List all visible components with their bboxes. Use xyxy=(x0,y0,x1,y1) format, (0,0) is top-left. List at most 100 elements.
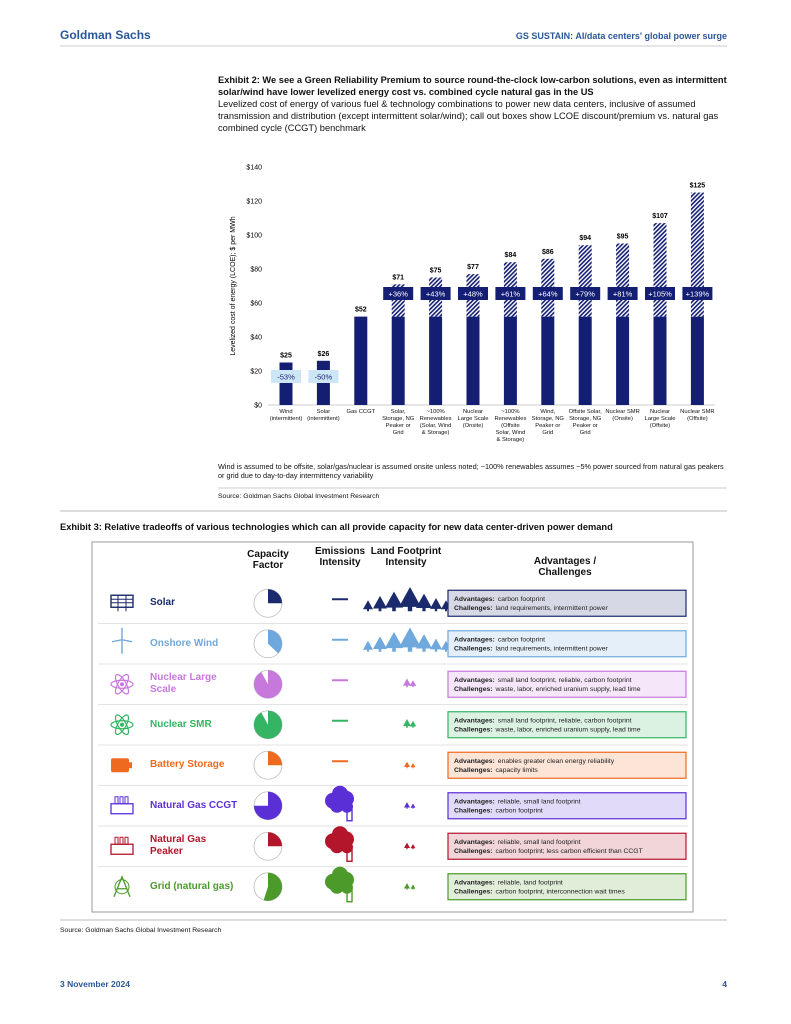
x-tick-label: ~100% Renewables (Offsite Solar, Wind & … xyxy=(494,409,527,443)
icon xyxy=(114,714,130,736)
callout-label: -50% xyxy=(315,373,333,382)
emissions-stack xyxy=(346,890,353,903)
x-tick-label: Offsite Solar, Storage, NG Peaker or Gri… xyxy=(568,409,602,436)
bar xyxy=(616,316,630,405)
exhibit-header: Exhibit 2: We see a Green Reliability Pr… xyxy=(218,74,728,134)
icon xyxy=(111,758,129,773)
bar xyxy=(503,316,517,405)
tradeoff-text: Advantages: reliable, land footprint xyxy=(454,879,563,886)
table-frame xyxy=(91,541,694,913)
callout-box xyxy=(495,287,526,300)
source: Source: Goldman Sachs Global Investment … xyxy=(218,493,380,500)
exhibit-subtitle: Levelized cost of energy of various fuel… xyxy=(218,99,719,133)
tradeoff-text: Advantages: enables greater clean energy … xyxy=(454,758,615,765)
callout-label: +139% xyxy=(686,290,710,299)
x-tick-label: Nuclear Large Scale (Onsite) xyxy=(457,409,489,429)
tree-icon xyxy=(430,638,442,652)
y-tick-label: $60 xyxy=(250,301,262,308)
value-label: $52 xyxy=(355,307,367,314)
callout-box xyxy=(458,287,488,300)
tree-icon xyxy=(363,600,373,612)
emissions-cloud xyxy=(332,866,348,883)
tree-icon xyxy=(403,678,411,688)
tradeoff-text: Challenges: waste, labor, enriched uraniu… xyxy=(454,686,641,693)
bar xyxy=(541,316,555,405)
callout-label: +105% xyxy=(648,290,672,299)
icon xyxy=(114,673,130,695)
callout-box xyxy=(308,370,339,383)
callout-label: -53% xyxy=(277,373,295,382)
x-tick-label: Solar (intermittent) xyxy=(307,409,340,422)
tradeoff-text: Challenges: land requirements, intermitte… xyxy=(454,645,608,652)
column-header: Emissions Intensity xyxy=(314,546,366,568)
tradeoff-text: Challenges: waste, labor, enriched uraniu… xyxy=(454,726,641,733)
row-name: Battery Storage xyxy=(150,759,225,771)
pie-wedge xyxy=(268,832,282,847)
tradeoff-label: Challenges: xyxy=(454,807,493,814)
tree-icon xyxy=(416,593,432,612)
tradeoff-detail: capacity limits xyxy=(496,767,539,774)
emissions-cloud xyxy=(330,798,344,813)
value-label: $125 xyxy=(690,183,706,190)
y-tick-label: $100 xyxy=(246,233,262,240)
column-header: Capacity Factor xyxy=(247,549,289,571)
tradeoff-label: Challenges: xyxy=(454,645,493,652)
tree-icon xyxy=(409,680,417,688)
bar xyxy=(578,316,592,405)
tradeoff-detail: carbon footprint xyxy=(496,807,543,814)
pie-wedge xyxy=(254,791,283,820)
tradeoff-label: Advantages: xyxy=(454,717,495,724)
page-number: 4 xyxy=(722,979,727,989)
y-tick-label: $0 xyxy=(254,403,262,410)
tradeoff-label: Challenges: xyxy=(454,605,493,612)
tradeoff-label: Challenges: xyxy=(454,888,493,895)
brand: Goldman Sachs xyxy=(60,28,151,42)
tradeoff-detail: land requirements, intermittent power xyxy=(496,605,609,612)
bar xyxy=(429,316,443,405)
tree-icon xyxy=(404,761,410,769)
value-label: $75 xyxy=(430,268,442,275)
icon xyxy=(110,803,134,815)
icon xyxy=(110,720,134,730)
emissions-cloud xyxy=(330,879,344,894)
tradeoff-label: Advantages: xyxy=(454,758,495,765)
tradeoff-label: Advantages: xyxy=(454,879,495,886)
tree-icon xyxy=(399,627,421,652)
column-header: Advantages / Challenges xyxy=(533,556,597,578)
y-tick-label: $20 xyxy=(250,369,262,376)
icon xyxy=(119,836,124,845)
row-name: Solar xyxy=(150,597,176,609)
emissions-stack xyxy=(346,849,353,862)
icon xyxy=(121,639,133,643)
pie-wedge xyxy=(253,710,282,739)
x-tick-label: Nuclear SMR (Offsite) xyxy=(680,409,715,422)
value-label: $77 xyxy=(467,264,479,271)
tradeoff-text: Advantages: carbon footprint xyxy=(454,636,545,643)
callout-box xyxy=(271,370,301,383)
tree-icon xyxy=(385,591,403,612)
bar-premium xyxy=(653,223,667,317)
tree-icon xyxy=(404,842,410,850)
tradeoff-box xyxy=(447,670,687,698)
icon xyxy=(114,836,119,845)
tree-icon xyxy=(399,587,421,612)
icon xyxy=(124,796,129,805)
column-header: Land Footprint Intensity xyxy=(370,546,442,568)
x-tick-label: Wind (intermittent) xyxy=(269,409,303,422)
icon xyxy=(120,722,124,727)
tradeoff-box xyxy=(447,711,687,739)
tree-icon xyxy=(385,631,403,652)
tradeoff-detail: land requirements, intermittent power xyxy=(496,645,609,652)
callout-label: +43% xyxy=(426,290,446,299)
tradeoff-detail: small land footprint, reliable, carbon f… xyxy=(498,717,632,724)
emissions-stack xyxy=(346,809,353,822)
tree-icon xyxy=(409,720,417,728)
tradeoff-detail: waste, labor, enriched uranium supply, l… xyxy=(495,726,641,733)
callout-label: +61% xyxy=(501,290,521,299)
pie-wedge xyxy=(263,872,282,901)
value-label: $86 xyxy=(542,249,554,256)
pie-wedge xyxy=(268,751,282,766)
bar-premium xyxy=(690,192,704,317)
tradeoff-detail: reliable, land footprint xyxy=(498,879,563,886)
